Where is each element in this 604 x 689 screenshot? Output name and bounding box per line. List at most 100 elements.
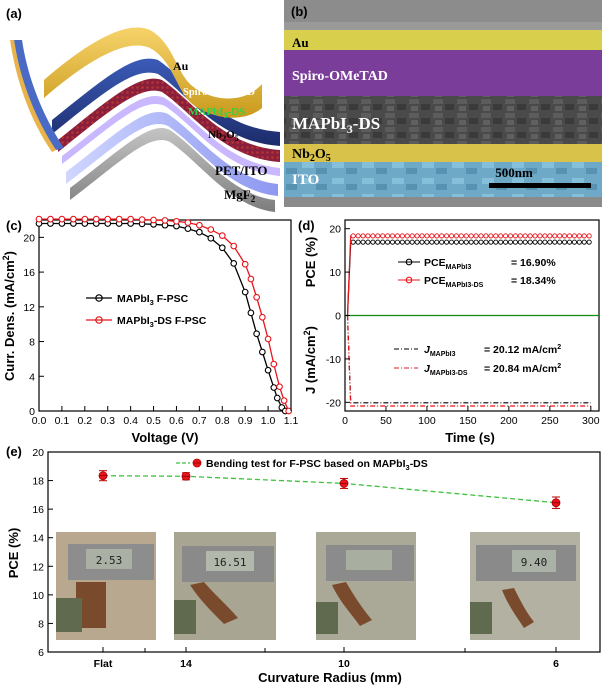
steady-point-series-1	[488, 233, 494, 239]
jv-xtick-label: 1.1	[284, 415, 299, 427]
steady-point-series-0	[444, 239, 450, 245]
jv-point-series-1	[92, 215, 100, 223]
steady-point-series-1	[483, 233, 489, 239]
steady-point-series-1	[586, 233, 592, 239]
steady-point-series-1	[547, 233, 553, 239]
steady-point-series-0	[576, 239, 582, 245]
steady-point-series-1	[507, 233, 514, 239]
steady-point-series-1	[537, 233, 543, 239]
steady-point-series-0	[493, 239, 499, 245]
jv-point-series-1	[47, 215, 54, 223]
steady-point-series-0	[512, 239, 518, 245]
steady-line-series-2	[346, 315, 591, 404]
steady-point-series-1	[453, 233, 459, 239]
panel-c-axes: 0.0 0.1 0.2 0.3 0.4 0.5 0.6 0.7 0.8 0.9 1.0 1.1 0 4 8 1…	[23, 232, 298, 427]
steady-point-series-0	[434, 239, 440, 245]
panel-e-label: (e)	[6, 444, 22, 459]
layer-label-nb2o5: Nb2O5	[208, 129, 239, 143]
panel-c-jv-chart: (c) 0.0 0.1 0.2 0.3 0.4 0.5 0.6 0.7 0.8 0.9 1.0 1.1…	[1, 215, 298, 445]
steady-point-series-0	[419, 239, 425, 245]
steady-point-series-0	[355, 239, 361, 245]
jv-point-series-1	[35, 215, 43, 223]
bending-ytick-label: 8	[38, 618, 44, 630]
steady-point-series-0	[370, 239, 376, 245]
jv-ytick-label: 8	[29, 337, 35, 349]
bending-ytick-label: 12	[32, 561, 44, 573]
steady-point-series-0	[360, 239, 366, 245]
steady-point-series-1	[399, 233, 405, 239]
panel-d-ylabel-pce: PCE (%)	[303, 237, 318, 288]
bending-ytick-label: 16	[32, 504, 44, 516]
photo-6mm-readout: 9.40	[521, 556, 548, 569]
steady-point-series-1	[542, 233, 548, 239]
steady-point-series-0	[498, 239, 504, 245]
steady-point-series-0	[404, 239, 410, 245]
steady-point-series-1	[444, 233, 450, 239]
steady-point-series-1	[385, 233, 391, 239]
jv-point-series-1	[218, 232, 226, 239]
jv-point-series-1	[196, 221, 203, 229]
steady-point-series-1	[522, 233, 528, 239]
steady-point-series-0	[527, 239, 533, 245]
steady-point-series-0	[562, 239, 568, 245]
jv-point-series-0	[247, 309, 255, 317]
photo-flat-readout: 2.53	[96, 554, 123, 567]
jv-point-series-1	[241, 260, 249, 268]
steady-point-series-1	[517, 233, 523, 239]
steady-ytick-label: 0	[335, 311, 341, 323]
bending-ytick-label: 20	[32, 447, 44, 459]
steady-xtick-label: 150	[459, 415, 477, 427]
steady-ytick-label: -20	[326, 397, 341, 409]
jv-point-series-1	[280, 397, 288, 404]
jv-ytick-label: 16	[23, 267, 35, 279]
bending-ytick-label: 10	[32, 590, 44, 602]
panel-d-axes: 0 50 100 150 200 250 300 -20 -10 0 10 20	[326, 224, 600, 427]
steady-point-series-0	[483, 239, 489, 245]
panel-d-legend-pce-red: PCEMAPbI3-DS = 18.34%	[424, 275, 556, 289]
steady-point-series-0	[448, 239, 455, 245]
jv-point-series-0	[273, 394, 281, 402]
panel-e-legend: Bending test for F-PSC based on MAPbI3-D…	[176, 458, 428, 472]
steady-point-series-0	[503, 239, 509, 245]
jv-xtick-label: 0.9	[238, 415, 253, 427]
bending-xtick-label: Flat	[94, 658, 113, 670]
jv-point-series-1	[127, 215, 134, 223]
steady-xtick-label: 250	[541, 415, 559, 427]
steady-point-series-1	[414, 233, 420, 239]
jv-point-series-1	[247, 275, 255, 283]
steady-point-series-1	[557, 233, 563, 239]
jv-xtick-label: 0.1	[55, 415, 70, 427]
jv-xtick-label: 0.2	[78, 415, 93, 427]
steady-point-series-1	[404, 233, 410, 239]
jv-point-series-0	[218, 244, 226, 252]
jv-ytick-label: 0	[29, 406, 35, 418]
jv-point-series-1	[150, 216, 157, 224]
steady-point-series-1	[380, 233, 386, 239]
jv-point-series-0	[253, 330, 260, 338]
sem-label-mapbi: MAPbI3-DS	[292, 114, 380, 136]
panel-d-ylabel-j: J (mA/cm2)	[302, 326, 318, 394]
steady-xtick-label: 300	[582, 415, 600, 427]
sem-label-ito: ITO	[292, 172, 319, 188]
jv-point-series-0	[241, 288, 249, 296]
panel-e-xlabel: Curvature Radius (mm)	[258, 670, 402, 685]
steady-point-series-0	[557, 239, 563, 245]
steady-point-series-0	[458, 239, 464, 245]
layer-label-mgf2: MgF2	[224, 187, 256, 204]
layer-label-pet-ito: PET/ITO	[215, 163, 268, 178]
steady-point-series-0	[414, 239, 420, 245]
bending-ytick-label: 6	[38, 647, 44, 659]
jv-xtick-label: 0.5	[146, 415, 161, 427]
steady-point-series-1	[512, 233, 518, 239]
panel-a-label: (a)	[6, 6, 22, 21]
bending-ytick-label: 14	[32, 533, 44, 545]
steady-point-series-1	[468, 233, 474, 239]
panel-c-legend-red: MAPbI3-DS F-PSC	[117, 315, 207, 329]
steady-point-series-1	[389, 233, 396, 239]
steady-point-series-1	[434, 233, 440, 239]
panel-c-legend-black: MAPbI3 F-PSC	[117, 293, 189, 307]
panel-b-label: (b)	[291, 4, 308, 19]
jv-xtick-label: 0.3	[100, 415, 115, 427]
steady-point-series-1	[429, 233, 435, 239]
